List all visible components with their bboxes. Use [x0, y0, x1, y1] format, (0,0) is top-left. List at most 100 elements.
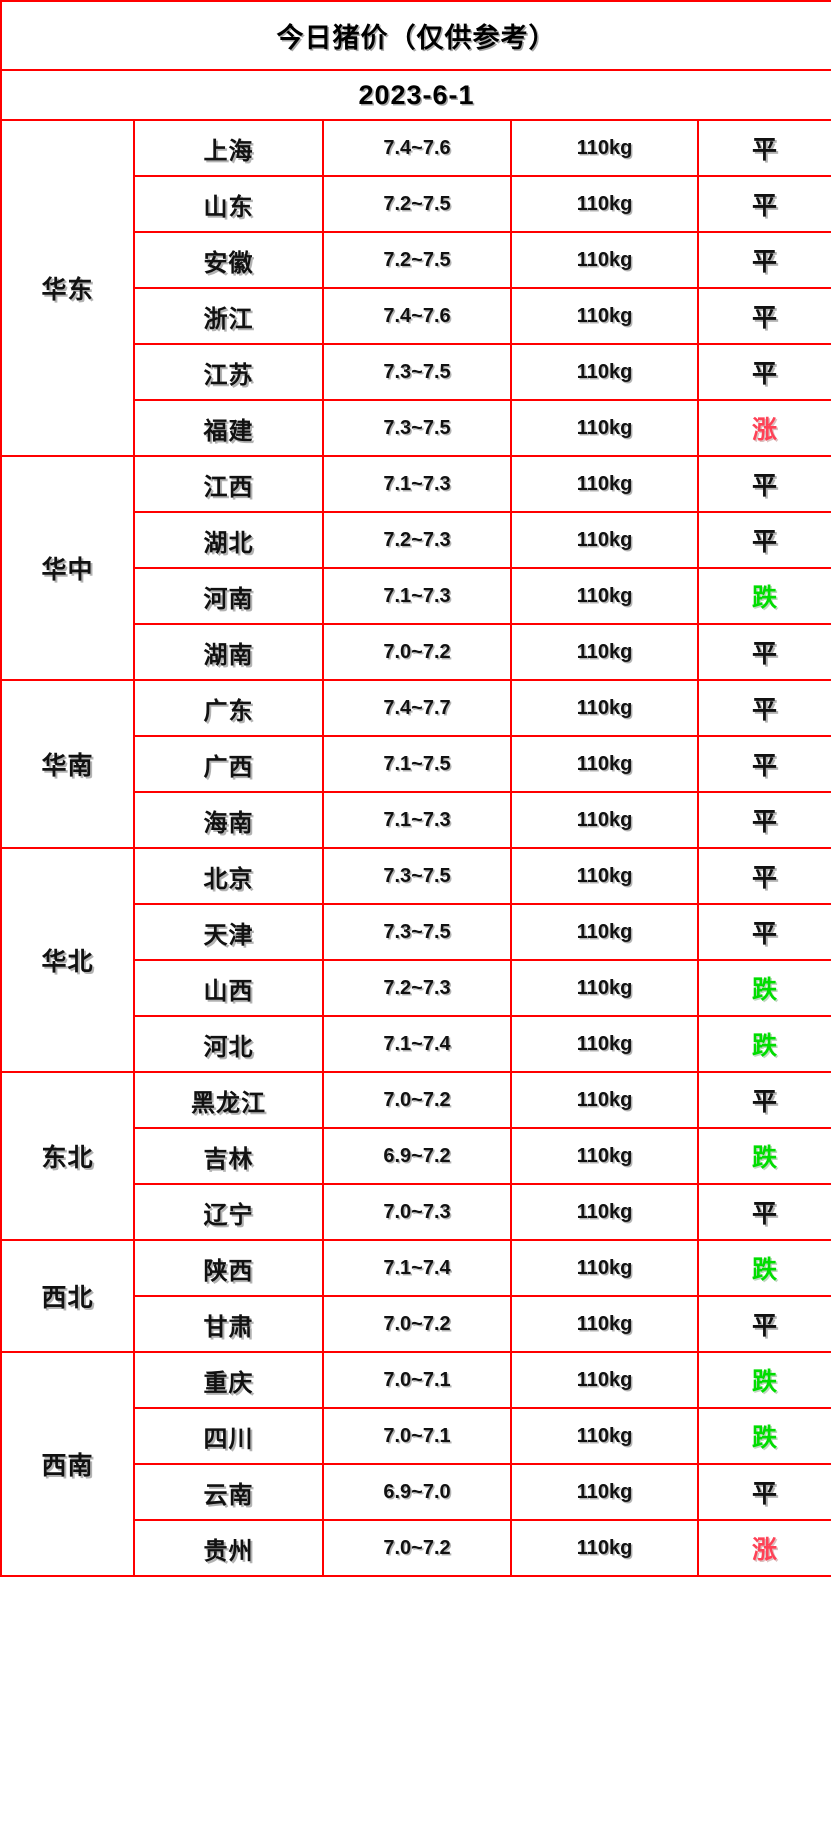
- price-cell: 6.9~7.0: [322, 1463, 512, 1521]
- price-cell: 7.3~7.5: [322, 399, 512, 457]
- province-cell: 山西: [133, 959, 324, 1017]
- table-row: 湖北 7.2~7.3 110kg 平: [1, 511, 831, 569]
- province-cell: 安徽: [133, 231, 324, 289]
- province-cell: 吉林: [133, 1127, 324, 1185]
- table-row: 华中 江西 7.1~7.3 110kg 平: [0, 455, 831, 681]
- table-row: 山西 7.2~7.3 110kg 跌: [1, 959, 831, 1017]
- price-cell: 7.4~7.6: [322, 119, 512, 177]
- price-cell: 7.0~7.3: [322, 1183, 512, 1241]
- trend-cell: 涨: [696, 1519, 831, 1577]
- table-row: 四川 7.0~7.1 110kg 跌: [1, 1407, 831, 1465]
- weight-cell: 110kg: [510, 903, 699, 961]
- province-cell: 上海: [133, 119, 324, 177]
- table-row: 贵州 7.0~7.2 110kg 涨: [1, 1519, 831, 1577]
- price-cell: 7.3~7.5: [322, 343, 512, 401]
- weight-cell: 110kg: [510, 231, 699, 289]
- trend-cell: 平: [696, 735, 831, 793]
- price-cell: 7.4~7.7: [322, 679, 512, 737]
- weight-cell: 110kg: [510, 399, 699, 457]
- weight-cell: 110kg: [510, 175, 699, 233]
- province-cell: 江西: [133, 455, 324, 513]
- trend-cell: 跌: [696, 1351, 831, 1409]
- weight-cell: 110kg: [510, 1127, 699, 1185]
- province-cell: 山东: [133, 175, 324, 233]
- region-cell: 东北: [0, 1071, 135, 1241]
- region-cell: 华北: [0, 847, 135, 1073]
- province-cell: 黑龙江: [133, 1071, 324, 1129]
- table-row: 安徽 7.2~7.5 110kg 平: [1, 231, 831, 289]
- weight-cell: 110kg: [510, 567, 699, 625]
- weight-cell: 110kg: [510, 679, 699, 737]
- province-cell: 河南: [133, 567, 324, 625]
- weight-cell: 110kg: [510, 119, 699, 177]
- trend-cell: 跌: [696, 1015, 831, 1073]
- province-cell: 河北: [133, 1015, 324, 1073]
- weight-cell: 110kg: [510, 1183, 699, 1241]
- trend-cell: 平: [696, 1071, 831, 1129]
- table-row: 湖南 7.0~7.2 110kg 平: [1, 623, 831, 681]
- province-cell: 陕西: [133, 1239, 324, 1297]
- trend-cell: 平: [696, 623, 831, 681]
- table-row: 广西 7.1~7.5 110kg 平: [1, 735, 831, 793]
- weight-cell: 110kg: [510, 287, 699, 345]
- province-cell: 广西: [133, 735, 324, 793]
- weight-cell: 110kg: [510, 1239, 699, 1297]
- table-row: 云南 6.9~7.0 110kg 平: [1, 1463, 831, 1521]
- trend-cell: 涨: [696, 399, 831, 457]
- trend-cell: 跌: [696, 1127, 831, 1185]
- table-row: 天津 7.3~7.5 110kg 平: [1, 903, 831, 961]
- table-row: 河北 7.1~7.4 110kg 跌: [1, 1015, 831, 1073]
- table-row: 西北 陕西 7.1~7.4 110kg 跌: [0, 1239, 831, 1353]
- price-cell: 6.9~7.2: [322, 1127, 512, 1185]
- date-label: 2023-6-1: [0, 69, 831, 121]
- weight-cell: 110kg: [510, 455, 699, 513]
- table-row: 山东 7.2~7.5 110kg 平: [1, 175, 831, 233]
- table-row: 江苏 7.3~7.5 110kg 平: [1, 343, 831, 401]
- province-cell: 广东: [133, 679, 324, 737]
- price-cell: 7.0~7.1: [322, 1351, 512, 1409]
- table-row: 浙江 7.4~7.6 110kg 平: [1, 287, 831, 345]
- price-cell: 7.0~7.2: [322, 1071, 512, 1129]
- date-row: 2023-6-1: [0, 69, 831, 121]
- table-row: 西南 重庆 7.0~7.1 110kg 跌: [0, 1351, 831, 1577]
- weight-cell: 110kg: [510, 1519, 699, 1577]
- trend-cell: 平: [696, 287, 831, 345]
- province-cell: 四川: [133, 1407, 324, 1465]
- price-cell: 7.2~7.5: [322, 175, 512, 233]
- trend-cell: 跌: [696, 567, 831, 625]
- province-cell: 北京: [133, 847, 324, 905]
- table-row: 海南 7.1~7.3 110kg 平: [1, 791, 831, 849]
- trend-cell: 平: [696, 343, 831, 401]
- price-cell: 7.2~7.5: [322, 231, 512, 289]
- table-row: 河南 7.1~7.3 110kg 跌: [1, 567, 831, 625]
- trend-cell: 跌: [696, 1407, 831, 1465]
- weight-cell: 110kg: [510, 623, 699, 681]
- table-body: 今日猪价（仅供参考） 2023-6-1 华东 上海 7.4~7.6 110kg 平山东 7…: [0, 0, 831, 1577]
- price-cell: 7.0~7.2: [322, 1295, 512, 1353]
- price-cell: 7.1~7.3: [322, 791, 512, 849]
- region-cell: 西北: [0, 1239, 135, 1353]
- price-cell: 7.4~7.6: [322, 287, 512, 345]
- pig-price-table: 今日猪价（仅供参考） 2023-6-1 华东 上海 7.4~7.6 110kg 平山东 7…: [0, 0, 831, 1577]
- trend-cell: 平: [696, 231, 831, 289]
- price-cell: 7.0~7.2: [322, 623, 512, 681]
- province-cell: 云南: [133, 1463, 324, 1521]
- province-cell: 江苏: [133, 343, 324, 401]
- weight-cell: 110kg: [510, 511, 699, 569]
- trend-cell: 平: [696, 679, 831, 737]
- weight-cell: 110kg: [510, 1015, 699, 1073]
- weight-cell: 110kg: [510, 1407, 699, 1465]
- price-cell: 7.1~7.4: [322, 1239, 512, 1297]
- province-cell: 湖北: [133, 511, 324, 569]
- price-cell: 7.1~7.3: [322, 455, 512, 513]
- price-cell: 7.1~7.4: [322, 1015, 512, 1073]
- trend-cell: 平: [696, 119, 831, 177]
- weight-cell: 110kg: [510, 1071, 699, 1129]
- province-cell: 辽宁: [133, 1183, 324, 1241]
- trend-cell: 平: [696, 175, 831, 233]
- province-cell: 海南: [133, 791, 324, 849]
- weight-cell: 110kg: [510, 1351, 699, 1409]
- province-cell: 重庆: [133, 1351, 324, 1409]
- province-cell: 浙江: [133, 287, 324, 345]
